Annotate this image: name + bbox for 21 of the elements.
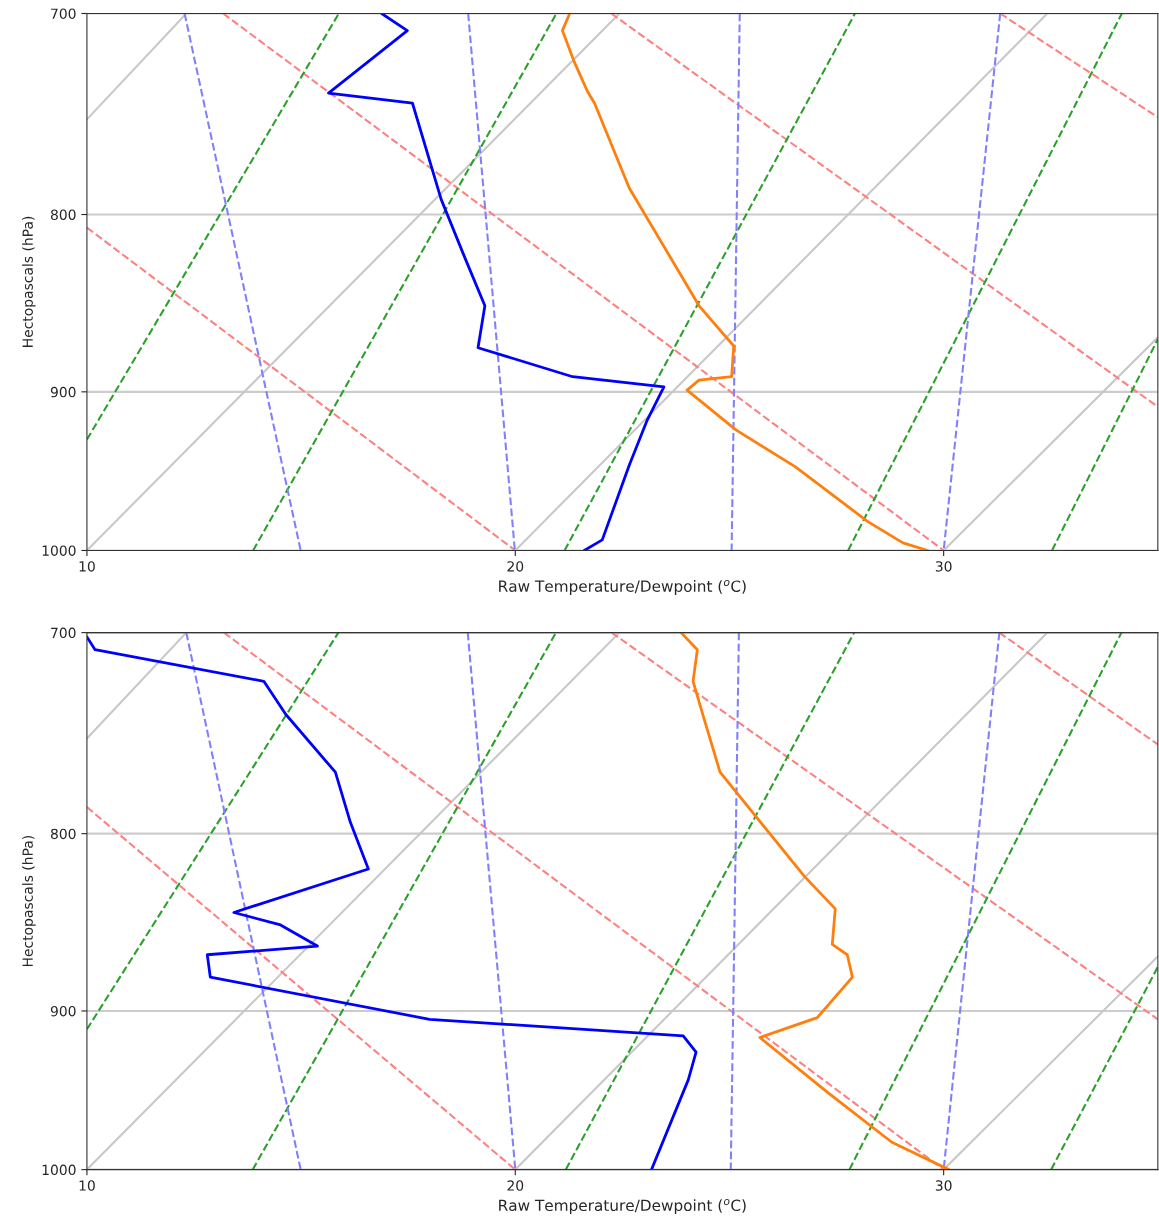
y-tick-label: 900 — [50, 386, 76, 398]
x-axis-title: Raw Temperature/Dewpoint ($^{o}$C) — [499, 579, 746, 595]
x-axis-title: Raw Temperature/Dewpoint ($^{o}$C) — [499, 1199, 746, 1215]
line-series — [561, 13, 930, 551]
y-tick-label: 800 — [50, 828, 76, 840]
y-tick-label: 700 — [51, 627, 76, 639]
line-series — [679, 632, 951, 1170]
y-tick-label: 800 — [50, 209, 76, 220]
x-tick-label: 30 — [935, 1180, 952, 1191]
line-series — [327, 13, 666, 551]
x-tick-label: 10 — [79, 561, 95, 572]
x-tick-label: 20 — [507, 561, 524, 572]
y-tick-label: 900 — [50, 1005, 76, 1017]
y-axis-title: Hectopascals (hPa) — [22, 835, 36, 967]
x-tick-label: 20 — [507, 1180, 524, 1191]
y-tick-label: 1000 — [42, 545, 76, 556]
y-tick-label: 700 — [51, 8, 76, 19]
y-axis-title: Hectopascals (hPa) — [22, 216, 36, 347]
x-tick-label: 30 — [935, 561, 952, 572]
y-tick-label: 1000 — [42, 1164, 76, 1176]
x-tick-label: 10 — [79, 1180, 95, 1191]
